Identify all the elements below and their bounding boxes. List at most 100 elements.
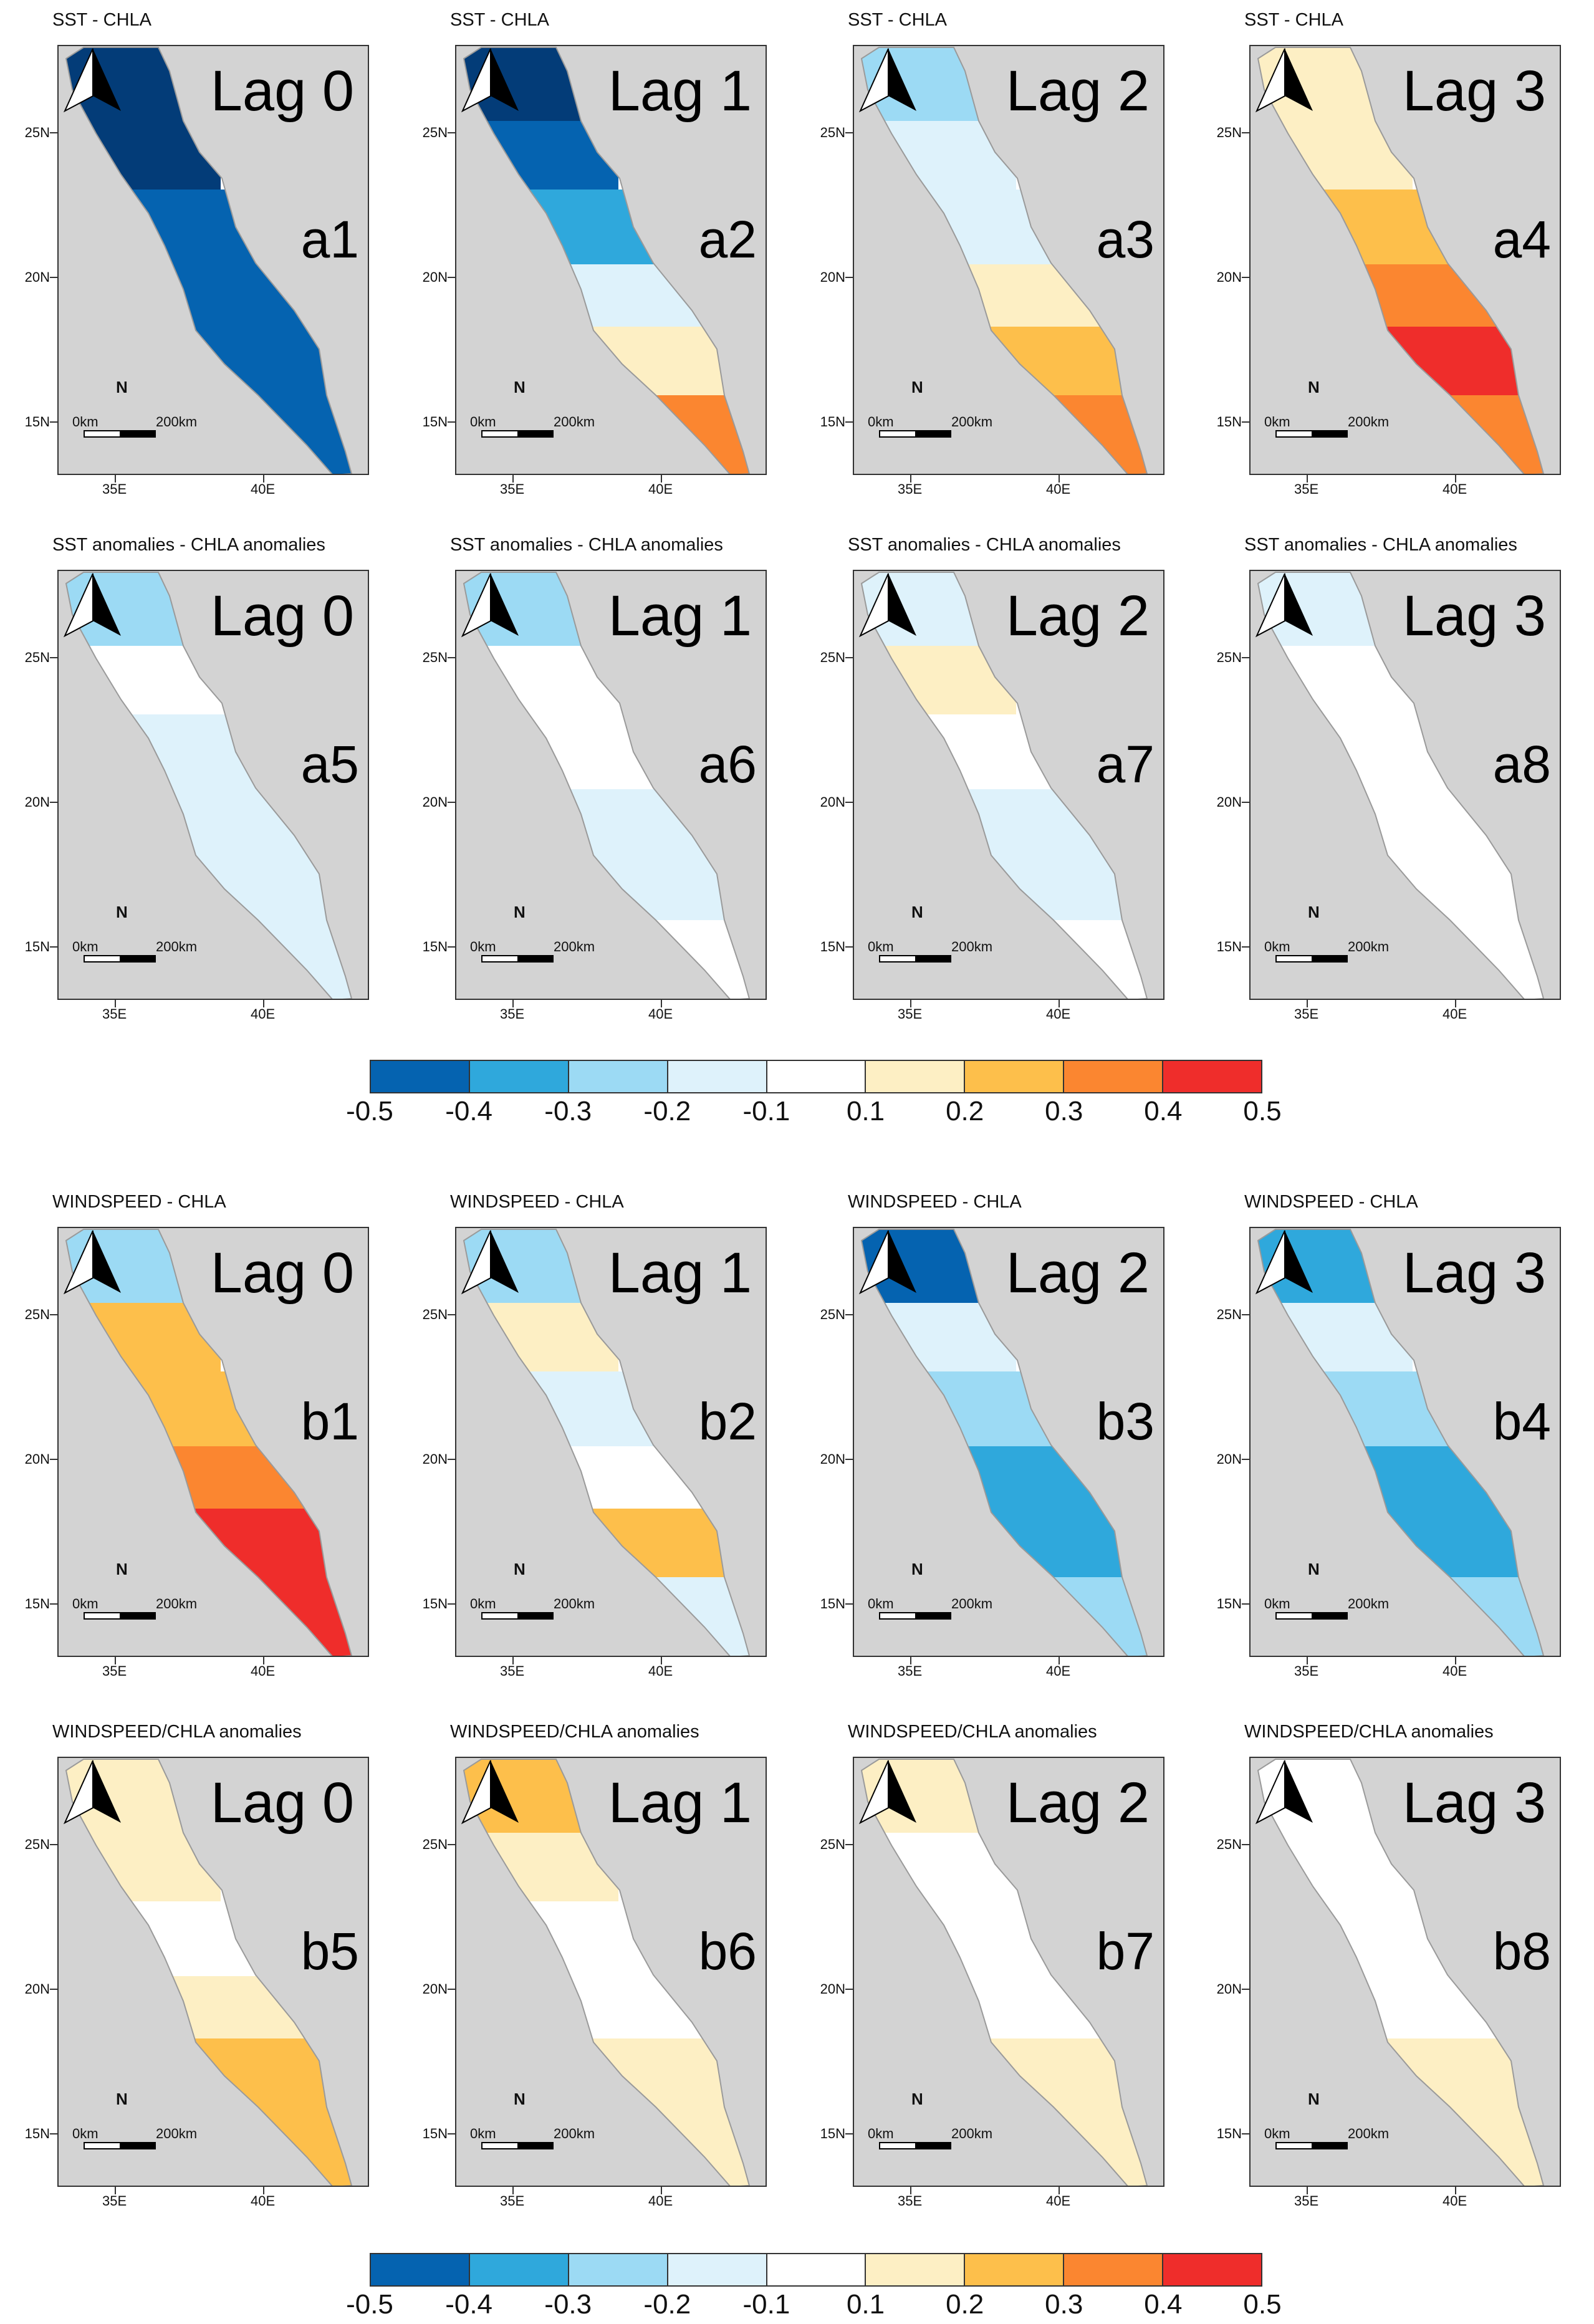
lon-tick-label: 35E [898, 1006, 923, 1022]
scale-label-start: 0km [868, 2126, 894, 2141]
red-sea-map [860, 47, 1148, 474]
lat-tick-label: 25N [24, 1837, 50, 1852]
lat-tick [50, 421, 57, 423]
panel-title: WINDSPEED - CHLA [52, 1192, 226, 1212]
lag-label: Lag 0 [210, 59, 354, 123]
lon-tick [263, 1000, 264, 1007]
scale-label-start: 0km [868, 1596, 894, 1611]
correlation-region-2 [464, 1833, 618, 1901]
north-label: N [911, 2090, 923, 2108]
red-sea-map [463, 47, 751, 474]
north-arrow-left [461, 1230, 491, 1295]
north-label: N [1308, 378, 1320, 396]
lon-tick [1455, 1657, 1456, 1664]
map-frame: Lag 0 b5 N 0km 200km [57, 1757, 369, 2187]
scale-label-end: 200km [1348, 414, 1390, 430]
lat-tick [448, 802, 455, 803]
north-label: N [514, 2090, 526, 2108]
map-frame: Lag 3 b4 N 0km 200km [1249, 1227, 1561, 1657]
scale-bar-white [880, 2143, 915, 2148]
lat-tick [50, 1603, 57, 1605]
north-arrow-right [888, 1231, 916, 1293]
colorbar-swatch [965, 1061, 1065, 1092]
north-arrow-left [461, 573, 491, 638]
north-label: N [116, 903, 128, 921]
correlation-region-4 [862, 1446, 1103, 1509]
lat-tick-label: 15N [820, 2126, 845, 2141]
correlation-region-5 [464, 2038, 749, 2107]
coastline [463, 47, 751, 474]
scale-bar-white [483, 431, 517, 436]
north-arrow-left [858, 48, 889, 113]
scale-bar-white [1277, 956, 1312, 961]
scale-label-end: 200km [951, 2126, 993, 2141]
panel-title: WINDSPEED/CHLA anomalies [450, 1722, 699, 1742]
scale-bar [84, 430, 156, 438]
scale-bar [1275, 430, 1348, 438]
lon-tick [115, 475, 116, 483]
coastline [65, 47, 353, 474]
lat-tick [50, 1989, 57, 1990]
correlation-region-5 [464, 852, 749, 920]
colorbar-tick-label: 0.4 [1144, 1096, 1183, 1126]
lat-tick-label: 15N [1216, 2126, 1242, 2141]
lon-tick [512, 2187, 514, 2194]
map-frame: Lag 0 a5 N 0km 200km [57, 570, 369, 1000]
lon-tick-label: 35E [1294, 481, 1319, 497]
coastline [463, 1759, 751, 2186]
lat-tick [50, 277, 57, 278]
colorbar-swatch [668, 1061, 767, 1092]
coastline [860, 47, 1148, 474]
map-panel-b4: WINDSPEED - CHLA Lag 3 b4 N 0km 200km 25N 20N 15… [1217, 1192, 1594, 1694]
north-label: N [911, 903, 923, 921]
lon-tick [263, 1657, 264, 1664]
lon-tick [1059, 1657, 1060, 1664]
panel-label: a2 [698, 210, 757, 269]
lon-tick-label: 40E [1443, 2193, 1467, 2209]
panel-title: WINDSPEED/CHLA anomalies [52, 1722, 302, 1742]
lag-label: Lag 1 [608, 59, 752, 123]
lat-tick [845, 1989, 853, 1990]
map-frame: Lag 2 a3 N 0km 200km [853, 45, 1164, 475]
lat-tick-label: 15N [24, 414, 50, 430]
lag-label: Lag 0 [210, 1241, 354, 1305]
lat-tick-label: 25N [422, 1307, 448, 1322]
lat-tick-label: 15N [820, 939, 845, 954]
colorbar-tick-label: -0.4 [445, 1096, 493, 1126]
map-panel-b2: WINDSPEED - CHLA Lag 1 b2 N 0km 200km 25N 20N 15… [423, 1192, 829, 1694]
lat-tick [50, 657, 57, 658]
red-sea-map [65, 572, 353, 999]
colorbar-tick-label: 0.3 [1045, 1096, 1083, 1126]
map-panel-a8: SST anomalies - CHLA anomalies Lag 3 a8 N 0k… [1217, 535, 1594, 1037]
panel-title: SST - CHLA [1244, 10, 1344, 30]
coastline [65, 1759, 353, 2186]
lat-tick-label: 15N [24, 1596, 50, 1611]
panel-label: b2 [698, 1392, 757, 1451]
north-label: N [911, 1560, 923, 1578]
colorbar-swatch [569, 1061, 668, 1092]
scale-bar [84, 955, 156, 963]
correlation-region-5 [862, 852, 1147, 920]
lat-tick-label: 20N [1216, 794, 1242, 810]
lat-tick-label: 15N [820, 1596, 845, 1611]
lon-tick-label: 40E [1443, 481, 1467, 497]
lon-tick [1059, 475, 1060, 483]
scale-bar-white [483, 2143, 517, 2148]
panel-title: WINDSPEED - CHLA [848, 1192, 1022, 1212]
north-arrow-right [491, 574, 519, 636]
panel-title: SST - CHLA [848, 10, 948, 30]
scale-label-end: 200km [156, 414, 198, 430]
colorbar-tick-label: 0.4 [1144, 2289, 1183, 2320]
north-label: N [514, 378, 526, 396]
north-arrow-right [888, 574, 916, 636]
correlation-region-2 [1258, 1833, 1413, 1901]
map-frame: Lag 1 b6 N 0km 200km [455, 1757, 767, 2187]
scale-label-start: 0km [470, 1596, 496, 1611]
scale-label-end: 200km [156, 939, 198, 954]
lat-tick [50, 1459, 57, 1460]
colorbar-swatch [866, 1061, 966, 1092]
scale-bar-white [85, 431, 120, 436]
north-arrow-right [491, 1760, 519, 1823]
lon-tick-label: 40E [648, 481, 673, 497]
lon-tick-label: 40E [648, 2193, 673, 2209]
